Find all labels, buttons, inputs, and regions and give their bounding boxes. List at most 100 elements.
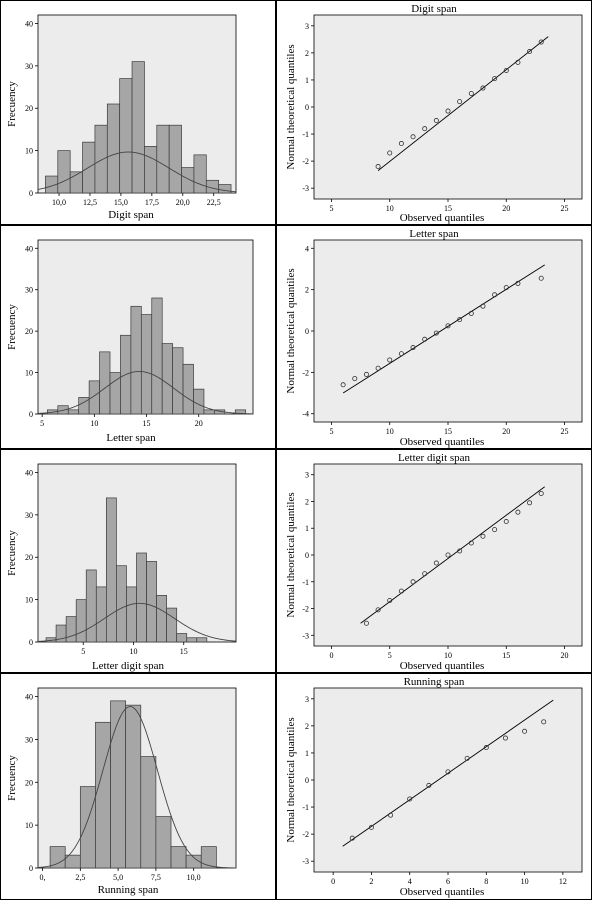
plot-area (313, 463, 583, 647)
qq-point (375, 365, 381, 371)
histogram-bar (156, 124, 170, 194)
histogram-bar (193, 154, 207, 194)
y-tick-label: 40 (25, 19, 33, 28)
qq-point (363, 620, 369, 626)
qq-point (457, 317, 463, 323)
qq-point (433, 560, 439, 566)
y-tick-label: 2 (305, 49, 309, 58)
histogram-bar (156, 595, 167, 643)
qq-point (527, 49, 533, 55)
qq-point (468, 90, 474, 96)
qq-point (503, 285, 509, 291)
reference-line (360, 486, 545, 624)
qq-point (433, 118, 439, 124)
x-tick-label: 0 (331, 877, 335, 886)
histogram-bar (218, 184, 232, 194)
y-tick-label: 0 (305, 103, 309, 112)
histogram-bar (131, 61, 145, 194)
x-axis-label: Observed quantiles (400, 436, 485, 448)
y-tick-label: 20 (25, 553, 33, 562)
qq-point (340, 382, 346, 388)
x-axis-label: Running span (98, 884, 159, 896)
x-tick-label: 12,5 (83, 198, 97, 207)
histogram-bar (193, 388, 205, 415)
qq-point (388, 812, 394, 818)
qq-point (538, 490, 544, 496)
qq-point (538, 39, 544, 45)
histogram-bar (170, 846, 187, 869)
y-tick-label: 2 (305, 722, 309, 731)
qq-point (445, 108, 451, 114)
qq-point (492, 292, 498, 298)
x-tick-label: 4 (408, 877, 412, 886)
histogram-bar (95, 586, 107, 643)
y-tick-label: -3 (302, 184, 309, 193)
histogram-bar (88, 380, 100, 415)
qq-point (483, 745, 489, 751)
qq-point (387, 597, 393, 603)
histogram-bar (95, 721, 111, 869)
y-axis-label: Frecuency (6, 81, 18, 127)
y-tick-label: 3 (305, 22, 309, 31)
y-axis-label: Frecuency (6, 304, 18, 350)
qq-point (426, 782, 432, 788)
histogram-bar (75, 599, 87, 643)
y-tick-label: 30 (25, 511, 33, 520)
chart-title: Running span (404, 676, 465, 688)
x-tick-label: 15 (180, 647, 188, 656)
x-tick-label: 15,0 (114, 198, 128, 207)
x-tick-label: 2 (369, 877, 373, 886)
qq-point (538, 275, 544, 281)
y-tick-label: 2 (305, 286, 309, 295)
histogram-bar (126, 586, 137, 643)
histogram-bar (67, 409, 80, 415)
x-tick-label: 10 (90, 419, 98, 428)
x-axis-label: Letter digit span (92, 660, 165, 672)
x-axis-label: Observed quantiles (400, 886, 485, 898)
x-tick-label: 10 (386, 427, 394, 436)
qq-point (527, 500, 533, 506)
histogram-bar (140, 756, 157, 869)
qq-point (480, 303, 486, 309)
histogram-bar (57, 150, 71, 194)
y-tick-label: 0 (29, 864, 33, 873)
histogram-bar (136, 552, 147, 643)
y-tick-label: 40 (25, 693, 33, 702)
reference-line (342, 699, 554, 847)
x-tick-label: 2,5 (75, 873, 85, 882)
qq-point (387, 357, 393, 363)
qq-point (445, 552, 451, 558)
histogram-bar (119, 78, 133, 194)
histogram-bar (176, 633, 188, 643)
y-tick-label: -2 (302, 368, 309, 377)
x-tick-label: 25 (561, 427, 569, 436)
x-tick-label: 10 (129, 647, 137, 656)
qq-point (410, 134, 416, 140)
y-tick-label: 40 (25, 468, 33, 477)
y-tick-label: -2 (302, 830, 309, 839)
y-tick-label: 30 (25, 735, 33, 744)
x-tick-label: 5 (40, 419, 44, 428)
chart-qq-digit: 5 10 15 20 25 -3 -2 -1 0 1 2 3 Digit span Observed … (285, 3, 583, 224)
normal-curve (37, 370, 254, 415)
qq-point (502, 735, 508, 741)
x-tick-label: 15 (444, 204, 452, 213)
qq-point (480, 85, 486, 91)
histogram-bar (116, 565, 127, 643)
panel-qq-letter-digit: 0 5 10 15 20 -3 -2 -1 0 1 2 3 Letter digit span Obs… (276, 449, 592, 673)
x-tick-label: 0 (329, 651, 333, 660)
x-tick-label: 8 (484, 877, 488, 886)
histogram-bar (203, 409, 215, 415)
chart-title: Letter digit span (398, 452, 471, 464)
histogram-bar (186, 637, 198, 643)
chart-hist-running: 0, 2,5 5,0 7,5 10,0 0 10 20 30 40 Running span Fr… (6, 687, 237, 896)
x-tick-label: 20 (195, 419, 203, 428)
chart-title: Digit span (411, 3, 457, 15)
qq-point (503, 67, 509, 73)
histogram-bar (196, 637, 208, 643)
qq-point (387, 150, 393, 156)
y-axis-label: Normal theoretical quantiles (285, 492, 297, 617)
normal-curve (37, 602, 237, 642)
